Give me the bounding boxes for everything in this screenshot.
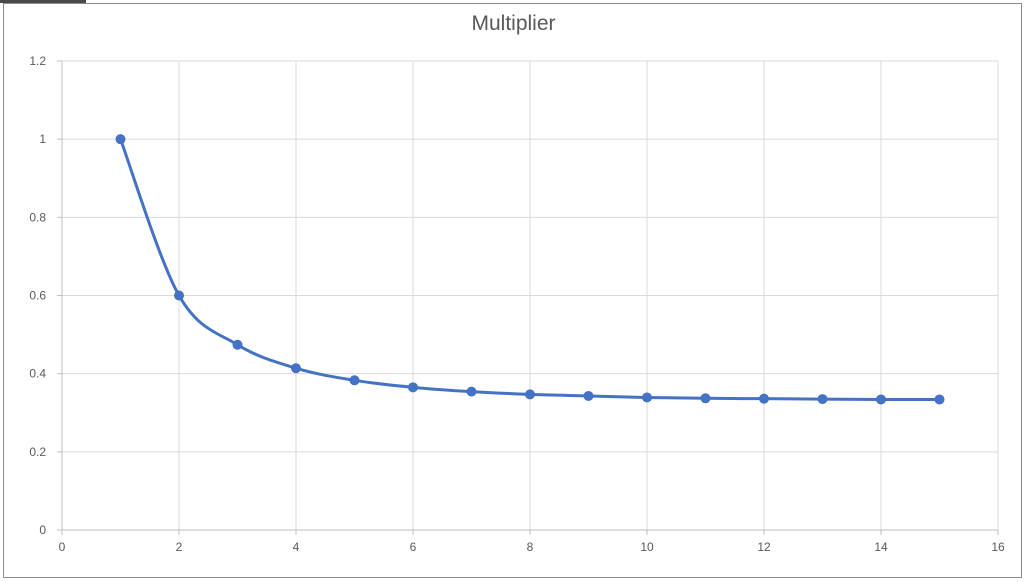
data-point (408, 382, 418, 393)
y-tick-label: 0 (39, 523, 46, 537)
x-tick-label: 12 (757, 540, 771, 554)
data-point (349, 375, 360, 386)
data-point (700, 393, 711, 404)
data-point (174, 290, 184, 301)
y-tick-label: 0.4 (29, 367, 46, 381)
data-point (115, 134, 126, 145)
series-line (119, 137, 941, 401)
x-tick-label: 16 (991, 540, 1005, 554)
data-point (817, 394, 828, 405)
x-tick-label: 2 (176, 540, 183, 554)
y-tick-label: 0.8 (29, 210, 46, 224)
data-point (291, 363, 301, 374)
x-tick-label: 0 (59, 540, 66, 554)
x-tick-label: 6 (410, 540, 417, 554)
chart-title: Multiplier (471, 12, 556, 35)
data-point (759, 393, 769, 404)
y-tick-label: 0.6 (29, 289, 46, 303)
data-point (934, 394, 945, 405)
data-point (642, 392, 652, 403)
x-tick-label: 14 (874, 540, 888, 554)
top-edge-strip (0, 0, 86, 3)
y-tick-label: 1.2 (29, 54, 46, 68)
data-point (876, 394, 886, 405)
x-tick-label: 4 (293, 540, 300, 554)
x-tick-label: 8 (527, 540, 534, 554)
y-tick-label: 0.2 (29, 445, 46, 459)
data-point (525, 389, 535, 400)
data-point (583, 390, 594, 401)
x-tick-label: 10 (640, 540, 654, 554)
y-tick-label: 1 (39, 132, 46, 146)
chart-frame (3, 3, 1022, 578)
data-point (466, 386, 477, 397)
data-point (232, 339, 243, 350)
